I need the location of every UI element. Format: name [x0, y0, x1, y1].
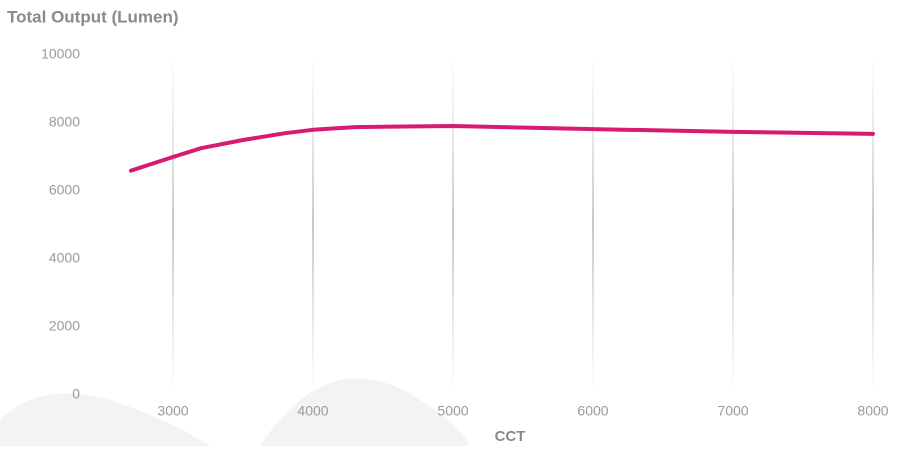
x-tick-label: 5000 [437, 403, 468, 419]
x-axis-label: CCT [495, 428, 526, 445]
y-tick-label: 10000 [41, 46, 80, 62]
y-tick-label: 4000 [49, 250, 80, 266]
chart-title: Total Output (Lumen) [7, 7, 179, 26]
y-tick-label: 2000 [49, 318, 80, 334]
x-tick-label: 6000 [577, 403, 608, 419]
line [129, 124, 875, 173]
y-tick-label: 8000 [49, 114, 80, 130]
watermark [260, 378, 470, 446]
x-tick-label: 4000 [297, 403, 328, 419]
watermark [0, 393, 210, 446]
x-tick-label: 3000 [157, 403, 188, 419]
y-tick-label: 0 [72, 386, 80, 402]
y-tick-label: 6000 [49, 182, 80, 198]
x-tick-label: 7000 [717, 403, 748, 419]
x-tick-label: 8000 [857, 403, 888, 419]
